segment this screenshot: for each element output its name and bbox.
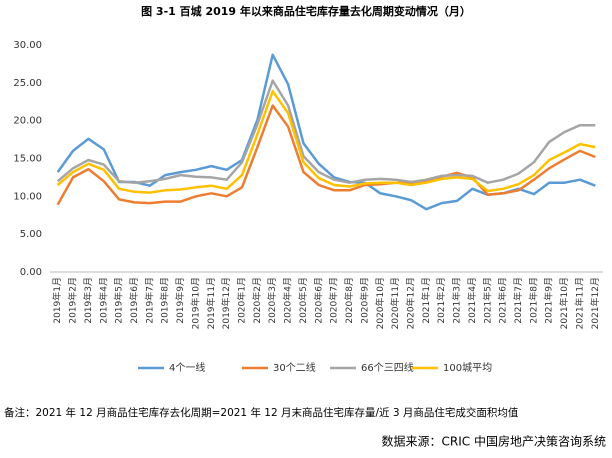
source: 数据来源：CRIC 中国房地产决策咨询系统: [382, 434, 606, 449]
y-tick-label: 15.00: [13, 154, 42, 165]
x-tick-label: 2020年3月: [266, 277, 278, 324]
x-tick-label: 2020年1月: [236, 277, 248, 324]
x-tick-label: 2020年11月: [389, 277, 401, 329]
x-tick-label: 2021年3月: [451, 277, 463, 324]
x-tick-label: 2020年5月: [297, 277, 309, 324]
x-tick-label: 2021年10月: [558, 277, 570, 329]
x-tick-label: 2020年9月: [358, 277, 370, 324]
x-tick-label: 2019年5月: [113, 277, 125, 324]
x-tick-label: 2020年7月: [328, 277, 340, 324]
x-tick-label: 2019年11月: [205, 277, 217, 329]
x-tick-label: 2019年9月: [174, 277, 186, 324]
x-tick-label: 2021年2月: [435, 277, 447, 324]
series-line: [56, 104, 596, 206]
x-tick-label: 2020年10月: [374, 277, 386, 329]
x-tick-label: 2019年6月: [128, 277, 140, 324]
x-tick-label: 2021年4月: [466, 277, 478, 324]
y-tick-label: 25.00: [13, 78, 42, 89]
x-tick-label: 2021年5月: [481, 277, 493, 324]
x-tick-label: 2019年2月: [67, 277, 79, 324]
x-tick-label: 2019年1月: [51, 277, 63, 324]
x-tick-label: 2021年11月: [573, 277, 585, 329]
legend-label: 66个三四线: [361, 361, 414, 374]
chart-title: 图 3-1 百城 2019 年以来商品住宅库存量去化周期变动情况（月）: [141, 4, 471, 18]
x-tick-label: 2020年8月: [343, 277, 355, 324]
series-line: [56, 89, 596, 194]
x-tick-label: 2021年1月: [420, 277, 432, 324]
y-tick-label: 0.00: [20, 267, 42, 278]
x-tick-label: 2019年4月: [97, 277, 109, 324]
x-tick-label: 2020年12月: [404, 277, 416, 329]
x-tick-label: 2021年12月: [589, 277, 601, 329]
x-tick-label: 2020年4月: [282, 277, 294, 324]
x-tick-label: 2020年6月: [312, 277, 324, 324]
x-tick-label: 2019年10月: [189, 277, 201, 329]
y-tick-label: 10.00: [13, 191, 42, 202]
x-tick-label: 2019年3月: [82, 277, 94, 324]
legend-label: 4个一线: [169, 361, 205, 374]
note: 备注：2021 年 12 月商品住宅库存去化周期=2021 年 12 月末商品住…: [4, 406, 519, 419]
x-tick-label: 2021年6月: [497, 277, 509, 324]
series-line: [56, 79, 596, 184]
legend-label: 100城平均: [443, 362, 492, 374]
x-tick-label: 2019年8月: [159, 277, 171, 324]
x-tick-label: 2021年7月: [512, 277, 524, 324]
x-tick-label: 2021年8月: [527, 277, 539, 324]
x-tick-label: 2021年9月: [543, 277, 555, 324]
y-tick-label: 30.00: [13, 40, 42, 51]
x-tick-label: 2020年2月: [251, 277, 263, 324]
y-tick-label: 20.00: [13, 116, 42, 127]
y-tick-label: 5.00: [20, 229, 42, 240]
legend-label: 30个二线: [273, 361, 316, 374]
x-tick-label: 2019年7月: [143, 277, 155, 324]
x-tick-label: 2019年12月: [220, 277, 232, 329]
